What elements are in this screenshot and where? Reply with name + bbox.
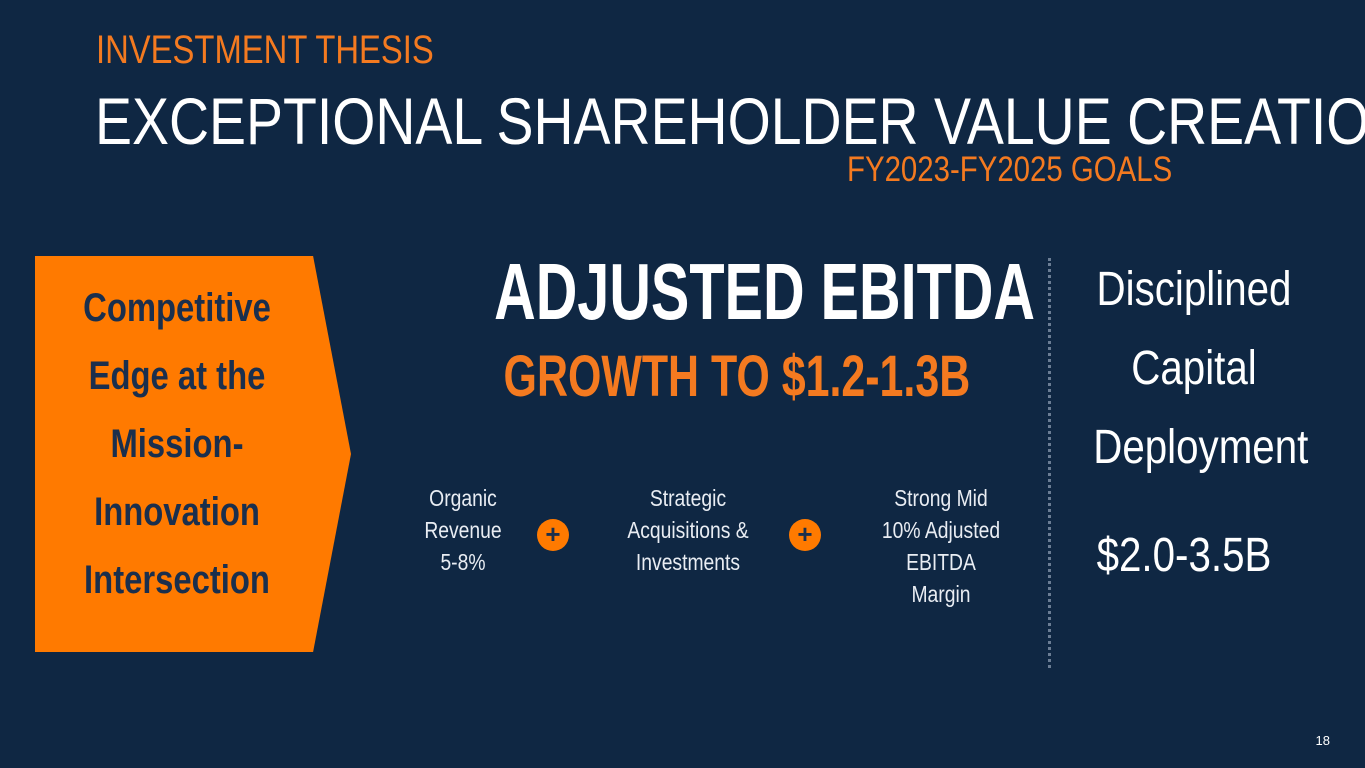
page-number: 18: [1315, 733, 1330, 748]
goals-subtitle: FY2023-FY2025 GOALS: [847, 150, 1173, 189]
slide-title: EXCEPTIONAL SHAREHOLDER VALUE CREATION: [95, 84, 1365, 158]
capital-deployment-amount: $2.0-3.5B: [1096, 529, 1272, 582]
slide-kicker: INVESTMENT THESIS: [96, 28, 434, 72]
dotted-divider: [1048, 258, 1051, 668]
capital-deployment-label: Disciplined Capital Deployment: [1093, 263, 1309, 474]
plus-icon: +: [537, 519, 569, 551]
chevron-text: Competitive Edge at the Mission- Innovat…: [83, 286, 271, 602]
plus-icon: +: [789, 519, 821, 551]
component-acquisitions: Strategic Acquisitions & Investments: [627, 485, 749, 575]
ebitda-growth-target: GROWTH TO $1.2-1.3B: [503, 344, 971, 409]
ebitda-heading: ADJUSTED EBITDA: [494, 247, 1035, 336]
component-organic-revenue: Organic Revenue 5-8%: [424, 485, 502, 575]
component-ebitda-margin: Strong Mid 10% Adjusted EBITDA Margin: [881, 485, 1001, 607]
chevron-shape: [35, 256, 351, 652]
